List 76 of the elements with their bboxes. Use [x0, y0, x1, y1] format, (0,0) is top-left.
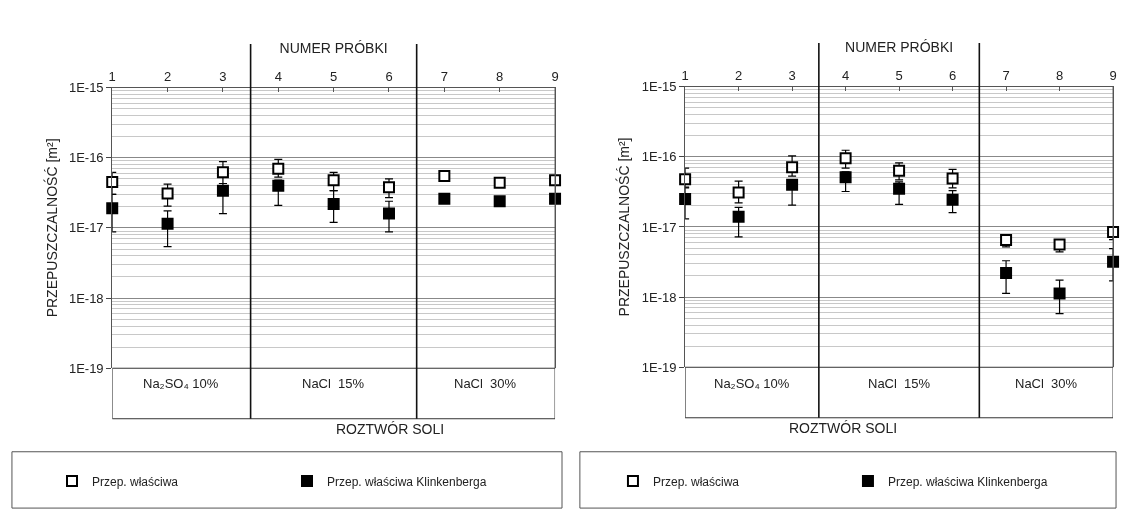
point	[106, 202, 119, 215]
x-tick-label: 2	[163, 69, 172, 85]
point	[438, 192, 451, 205]
x-tick-label: 7	[440, 69, 448, 85]
point	[106, 176, 119, 189]
text: NaCl 15%	[302, 376, 365, 391]
x-tick-label: 7	[1002, 68, 1010, 84]
y-tick-label: 1E-15	[68, 80, 104, 96]
x-axis-title: NUMER PRÓBKI	[845, 39, 954, 56]
point	[946, 193, 959, 206]
point	[438, 169, 451, 182]
y-axis-title: PRZEPUSZCZALNOŚĆ [m²]	[615, 137, 633, 317]
y-tick-label: 1E-16	[68, 150, 104, 166]
y-tick-label: 1E-19	[68, 360, 104, 376]
point	[1053, 287, 1066, 300]
point	[946, 172, 959, 185]
x-tick-label: 4	[841, 68, 850, 84]
y-axis-title: PRZEPUSZCZALNOŚĆ [m²]	[42, 138, 60, 318]
text: NaCl 30%	[454, 376, 517, 391]
x-tick-label: 8	[496, 69, 504, 85]
x-tick-label: 4	[274, 69, 282, 85]
legend-label: Przep. właściwa Klinkenberga	[326, 474, 487, 489]
y-tick-label: 1E-17	[641, 219, 677, 235]
y-tick-label: 1E-17	[68, 220, 104, 236]
x-tick-label: 5	[330, 69, 338, 85]
point	[732, 210, 745, 223]
x-tick-label: 3	[219, 69, 227, 85]
x-tick-label: 1	[108, 69, 116, 85]
point	[382, 207, 395, 220]
x-tick-label: 5	[895, 68, 903, 84]
point	[786, 178, 799, 191]
point	[327, 197, 340, 210]
point	[839, 152, 852, 165]
point	[272, 162, 285, 175]
y-tick-label: 1E-15	[641, 79, 677, 95]
x-tick-label: 6	[385, 69, 393, 85]
point	[493, 195, 506, 208]
text: Na₂SO₄ 10%	[714, 376, 790, 391]
text: ROZTWÓR SOLI	[336, 421, 445, 437]
point	[161, 187, 174, 200]
point	[272, 179, 285, 192]
text: NaCl 15%	[868, 376, 931, 391]
y-tick-label: 1E-16	[641, 149, 677, 165]
point	[893, 164, 906, 177]
x-tick-label: 3	[788, 68, 796, 84]
x-tick-label: 2	[734, 68, 743, 84]
x-tick-label: 9	[1109, 68, 1117, 84]
point	[216, 184, 229, 197]
point	[839, 171, 852, 184]
text: Na₂SO₄ 10%	[143, 376, 219, 391]
point	[382, 181, 395, 194]
point	[161, 217, 174, 230]
text: NaCl 30%	[1015, 376, 1078, 391]
legend-label: Przep. właściwa	[91, 474, 179, 489]
point	[549, 192, 562, 205]
legend-label: Przep. właściwa Klinkenberga	[887, 474, 1048, 489]
point	[679, 173, 692, 186]
y-tick-label: 1E-18	[641, 289, 677, 305]
x-tick-label: 8	[1055, 68, 1064, 84]
text: ROZTWÓR SOLI	[789, 420, 898, 436]
point	[1000, 267, 1013, 280]
point	[732, 186, 745, 199]
point	[786, 161, 799, 174]
point	[893, 182, 906, 195]
x-axis-title: NUMER PRÓBKI	[279, 40, 388, 56]
point	[493, 176, 506, 189]
point	[216, 166, 229, 179]
point	[327, 174, 340, 187]
point	[679, 193, 692, 206]
x-tick-label: 6	[948, 68, 957, 84]
y-tick-label: 1E-19	[641, 359, 677, 375]
point	[549, 174, 562, 187]
legend-label: Przep. właściwa	[652, 474, 740, 489]
x-tick-label: 1	[681, 68, 689, 84]
x-tick-label: 9	[551, 69, 559, 85]
y-tick-label: 1E-18	[68, 290, 104, 306]
